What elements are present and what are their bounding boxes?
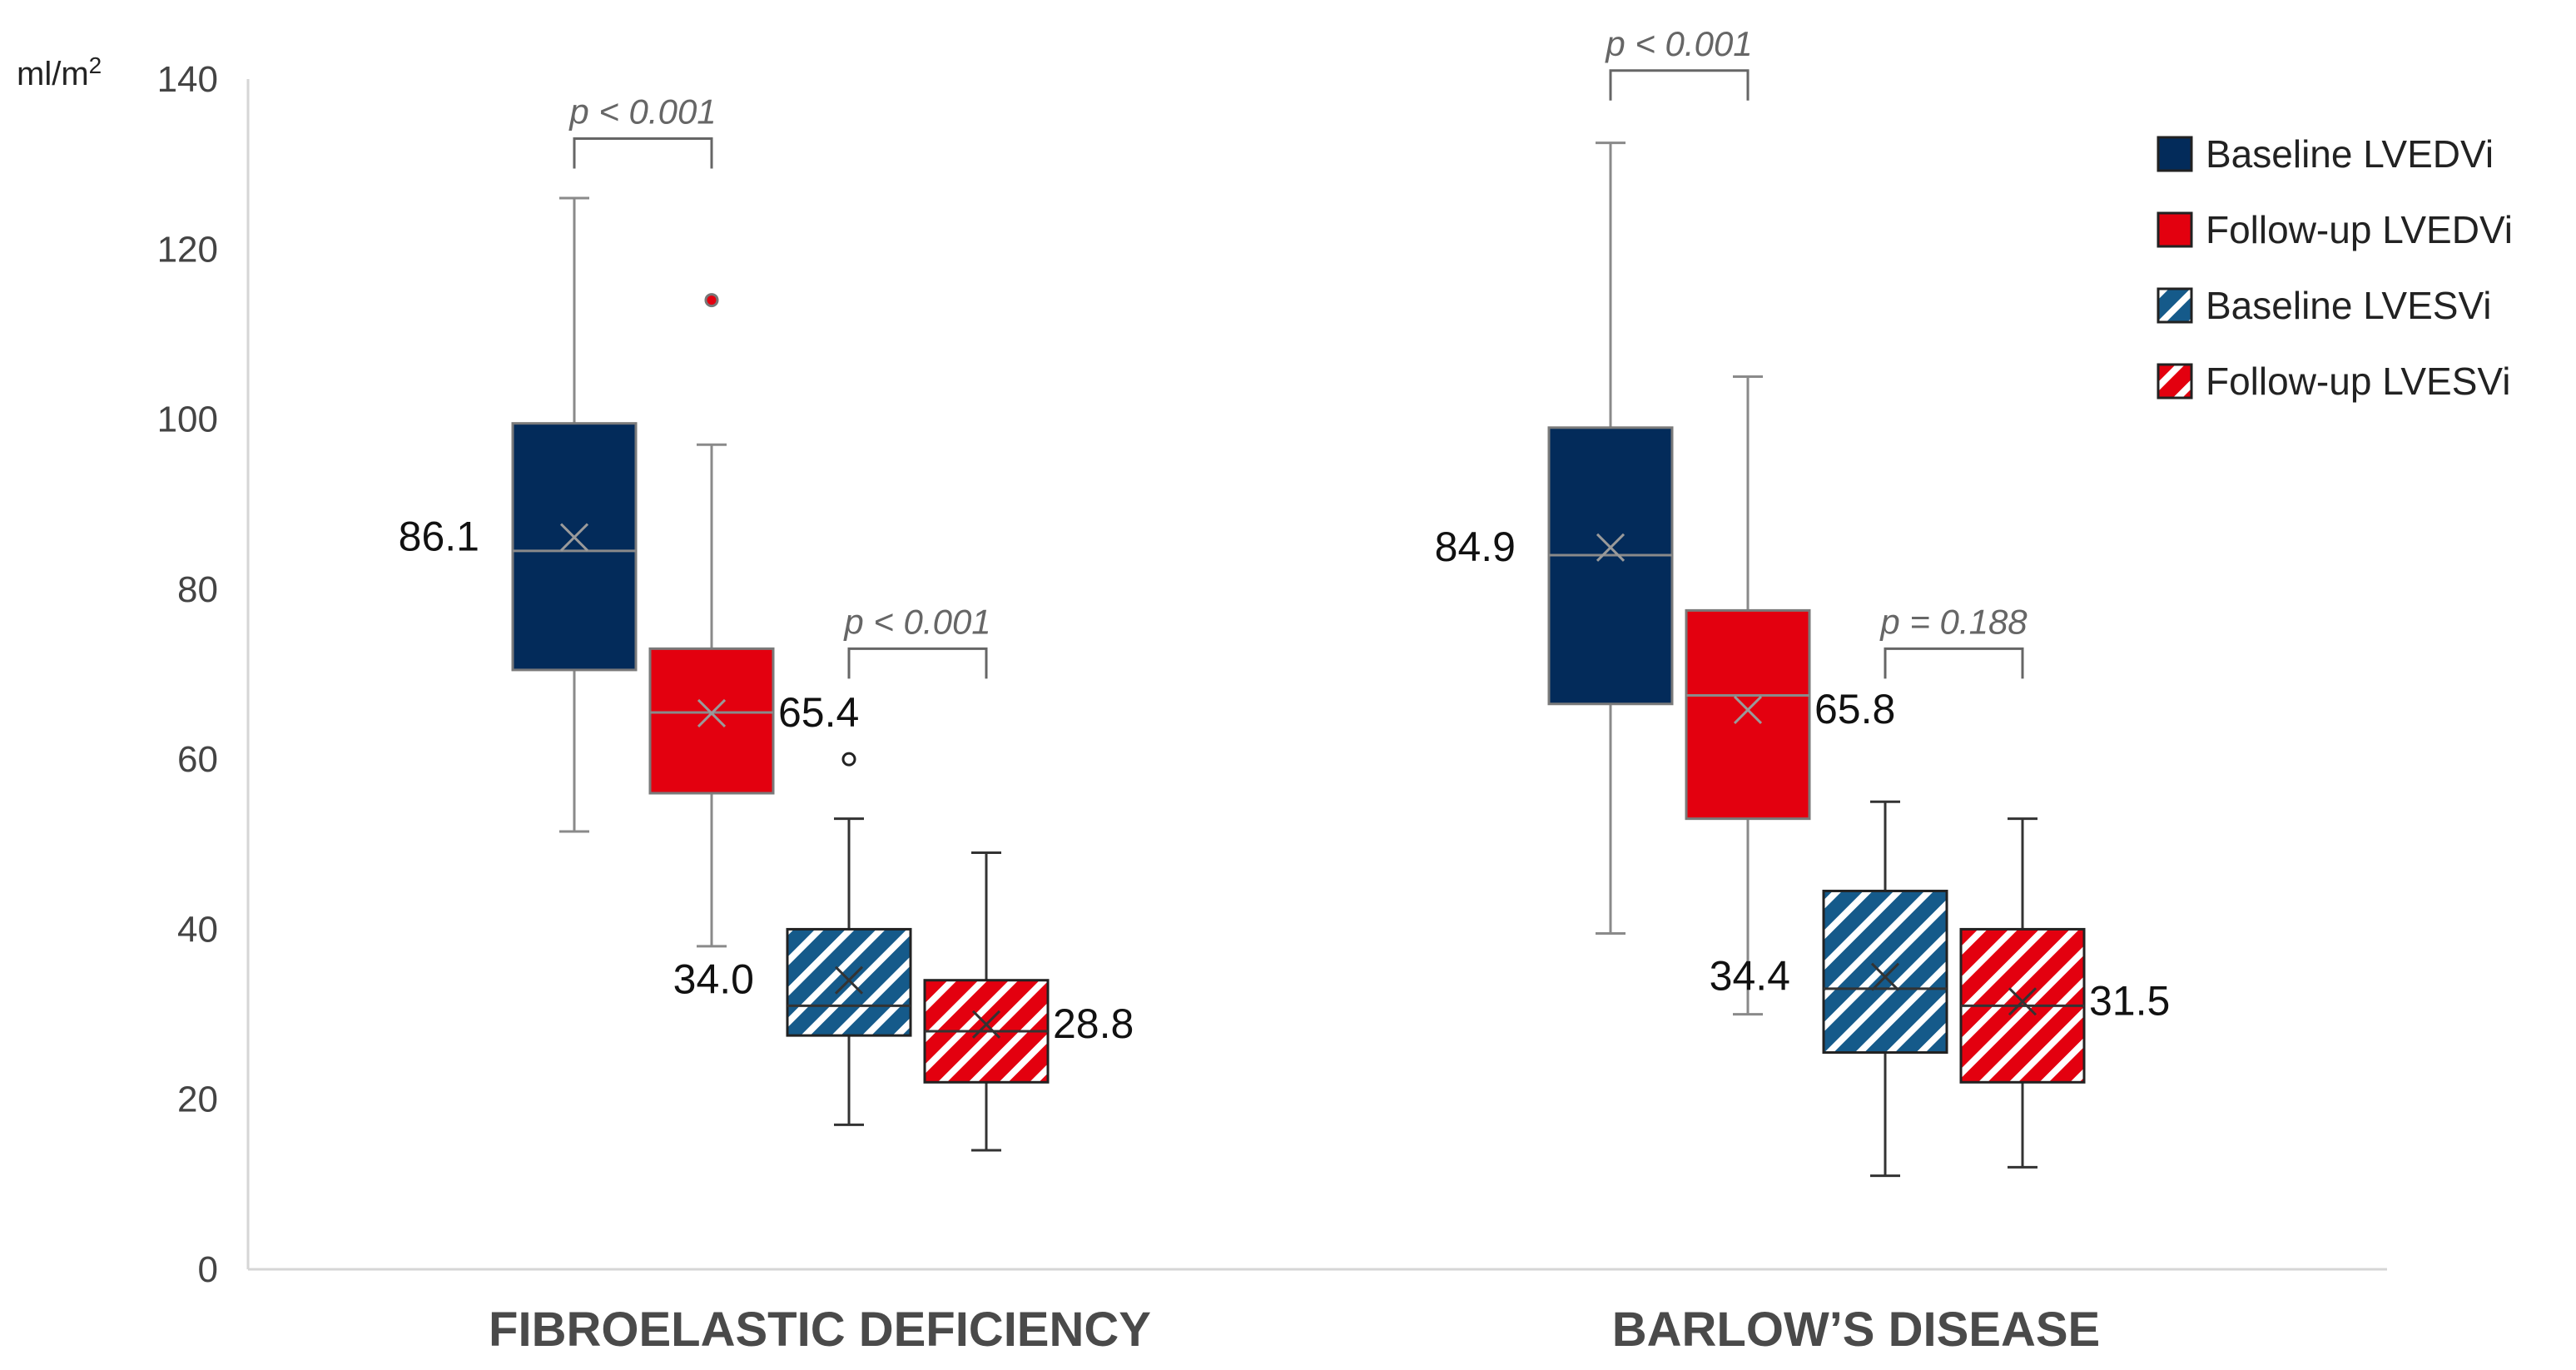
outlier-point-0	[841, 752, 856, 767]
axes	[246, 79, 2387, 1271]
legend-item-0: Baseline LVEDVi	[2157, 132, 2494, 176]
box-6: 34.4	[1710, 800, 1948, 1178]
box-7: 31.5	[1959, 817, 2170, 1169]
y-tick-60: 60	[177, 739, 218, 780]
bracket	[847, 647, 988, 679]
mean-label-5: 65.8	[1814, 686, 1895, 732]
legend-swatch	[2157, 136, 2193, 172]
p-value-label-1: p < 0.001	[842, 602, 990, 641]
category-labels: FIBROELASTIC DEFICIENCY BARLOW’S DISEASE	[489, 1303, 2100, 1357]
mean-marker-b	[697, 698, 727, 728]
y-unit-superscript: 2	[89, 52, 102, 78]
y-tick-0: 0	[198, 1249, 218, 1290]
box-iqr	[1685, 608, 1811, 821]
p-value-label-2: p < 0.001	[1604, 24, 1752, 63]
box-series: 86.1 65.4 34.0 28.8 84.9 65.8 34.4 31.5	[399, 141, 2170, 1178]
mean-label-3: 28.8	[1053, 1000, 1134, 1047]
mean-label-6: 34.4	[1710, 953, 1790, 1000]
legend-item-1: Follow-up LVEDVi	[2157, 208, 2513, 251]
mean-label-7: 31.5	[2089, 977, 2170, 1024]
legend-swatch	[2157, 211, 2193, 248]
mean-label-1: 65.4	[778, 689, 859, 736]
bracket	[573, 137, 713, 169]
mean-marker-b	[971, 1010, 1001, 1039]
mean-marker-b	[1733, 695, 1763, 724]
legend-label-3: Follow-up LVESVi	[2206, 360, 2510, 403]
legend-label-2: Baseline LVESVi	[2206, 284, 2492, 327]
mean-label-4: 84.9	[1435, 524, 1516, 570]
box-iqr	[648, 647, 775, 795]
y-tick-100: 100	[157, 400, 218, 440]
legend-item-2: Baseline LVESVi	[2157, 284, 2492, 327]
legend-item-3: Follow-up LVESVi	[2157, 360, 2510, 403]
mean-label-2: 34.0	[673, 956, 754, 1003]
legend-swatch	[2157, 287, 2193, 324]
comparison-3: p = 0.188	[1879, 602, 2028, 679]
box-5: 65.8	[1685, 375, 1895, 1016]
legend-label-1: Follow-up LVEDVi	[2206, 208, 2513, 251]
y-tick-140: 140	[157, 59, 218, 100]
box-4: 84.9	[1435, 141, 1674, 936]
category-label-1: BARLOW’S DISEASE	[1612, 1303, 2101, 1357]
mean-marker-b	[559, 523, 589, 552]
box-iqr	[511, 422, 638, 672]
bracket	[1884, 647, 2024, 679]
y-tick-labels: 0 20 40 60 80 100 120 140	[157, 59, 218, 1290]
y-tick-20: 20	[177, 1080, 218, 1120]
box-iqr	[786, 927, 912, 1037]
box-iqr	[1822, 889, 1948, 1055]
box-3: 28.8	[923, 851, 1134, 1152]
category-label-0: FIBROELASTIC DEFICIENCY	[489, 1303, 1151, 1357]
y-tick-80: 80	[177, 569, 218, 610]
comparison-0: p < 0.001	[568, 92, 717, 169]
box-iqr	[1547, 426, 1674, 706]
bracket	[1609, 69, 1750, 101]
legend-swatch	[2157, 363, 2193, 400]
outlier-point-0	[704, 293, 719, 308]
mean-marker-b	[2008, 987, 2037, 1016]
comparison-2: p < 0.001	[1604, 24, 1753, 101]
mean-marker-b	[1596, 533, 1626, 562]
y-tick-120: 120	[157, 229, 218, 270]
mean-label-0: 86.1	[399, 514, 479, 560]
box-1: 65.4	[648, 293, 859, 948]
legend: Baseline LVEDVi Follow-up LVEDVi Baseline …	[2157, 132, 2513, 403]
y-unit-label: ml/m2	[17, 52, 102, 92]
mean-marker-b	[1870, 962, 1900, 991]
box-0: 86.1	[399, 196, 638, 833]
box-2: 34.0	[673, 752, 912, 1126]
p-value-brackets: p < 0.001 p < 0.001 p < 0.001 p = 0.188	[568, 24, 2028, 679]
comparison-1: p < 0.001	[842, 602, 991, 679]
p-value-label-0: p < 0.001	[568, 92, 716, 132]
mean-marker-b	[834, 965, 864, 995]
y-tick-40: 40	[177, 909, 218, 950]
p-value-label-3: p = 0.188	[1879, 602, 2028, 641]
legend-label-0: Baseline LVEDVi	[2206, 132, 2494, 176]
